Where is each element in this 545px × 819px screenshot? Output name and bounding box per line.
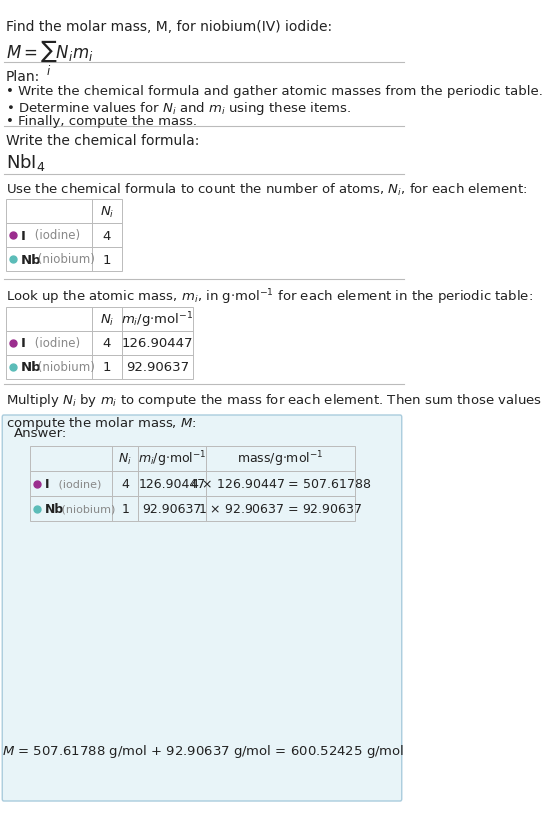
- Text: $M = \sum_{i} N_i m_i$: $M = \sum_{i} N_i m_i$: [6, 38, 93, 78]
- Bar: [30, 446, 112, 472]
- Bar: [6, 224, 92, 247]
- Bar: [138, 446, 205, 472]
- Text: Nb: Nb: [21, 361, 41, 374]
- Text: Plan:: Plan:: [6, 70, 40, 84]
- Text: (niobium): (niobium): [58, 504, 116, 514]
- FancyBboxPatch shape: [2, 415, 402, 801]
- Bar: [205, 446, 355, 472]
- Text: Nb: Nb: [21, 253, 41, 266]
- Text: I: I: [45, 477, 50, 491]
- Text: 126.90447: 126.90447: [122, 337, 193, 350]
- Text: (iodine): (iodine): [31, 229, 80, 242]
- Text: (niobium): (niobium): [34, 361, 95, 374]
- Bar: [92, 247, 122, 272]
- Text: $N_i$: $N_i$: [100, 204, 114, 219]
- Text: 4 $\times$ 126.90447 = 507.61788: 4 $\times$ 126.90447 = 507.61788: [190, 477, 371, 491]
- Text: $m_i$/g$\cdot$mol$^{-1}$: $m_i$/g$\cdot$mol$^{-1}$: [121, 310, 193, 329]
- Bar: [205, 496, 355, 522]
- Bar: [112, 446, 138, 472]
- Text: 4: 4: [122, 477, 129, 491]
- Text: 1: 1: [122, 502, 129, 515]
- Text: I: I: [21, 337, 26, 350]
- Bar: [92, 308, 122, 332]
- Text: Use the chemical formula to count the number of atoms, $N_i$, for each element:: Use the chemical formula to count the nu…: [6, 182, 527, 198]
- Bar: [112, 496, 138, 522]
- Bar: [6, 355, 92, 379]
- Text: $N_i$: $N_i$: [118, 451, 132, 467]
- Bar: [30, 496, 112, 522]
- Text: $M$ = 507.61788 g/mol + 92.90637 g/mol = 600.52425 g/mol: $M$ = 507.61788 g/mol + 92.90637 g/mol =…: [2, 743, 405, 759]
- Bar: [92, 332, 122, 355]
- Text: 1 $\times$ 92.90637 = 92.90637: 1 $\times$ 92.90637 = 92.90637: [198, 502, 363, 515]
- Bar: [138, 496, 205, 522]
- Bar: [122, 308, 193, 332]
- Bar: [112, 472, 138, 496]
- Text: 92.90637: 92.90637: [142, 502, 202, 515]
- Text: Write the chemical formula:: Write the chemical formula:: [6, 133, 199, 147]
- Text: I: I: [21, 229, 26, 242]
- Text: mass/g$\cdot$mol$^{-1}$: mass/g$\cdot$mol$^{-1}$: [237, 449, 324, 468]
- Bar: [138, 472, 205, 496]
- Text: Answer:: Answer:: [14, 427, 66, 440]
- Text: Find the molar mass, M, for niobium(IV) iodide:: Find the molar mass, M, for niobium(IV) …: [6, 20, 332, 34]
- Text: 4: 4: [103, 337, 111, 350]
- Text: Look up the atomic mass, $m_i$, in g$\cdot$mol$^{-1}$ for each element in the pe: Look up the atomic mass, $m_i$, in g$\cd…: [6, 287, 533, 306]
- Bar: [122, 355, 193, 379]
- Text: $N_i$: $N_i$: [100, 312, 114, 327]
- Bar: [92, 355, 122, 379]
- Bar: [6, 332, 92, 355]
- Text: Nb: Nb: [45, 502, 64, 515]
- Bar: [30, 472, 112, 496]
- Bar: [92, 200, 122, 224]
- Text: • Write the chemical formula and gather atomic masses from the periodic table.: • Write the chemical formula and gather …: [6, 85, 543, 98]
- Text: 1: 1: [102, 253, 111, 266]
- Bar: [6, 247, 92, 272]
- Bar: [122, 332, 193, 355]
- Text: NbI$_4$: NbI$_4$: [6, 152, 46, 173]
- Bar: [6, 200, 92, 224]
- Text: 92.90637: 92.90637: [126, 361, 189, 374]
- Text: $m_i$/g$\cdot$mol$^{-1}$: $m_i$/g$\cdot$mol$^{-1}$: [138, 449, 207, 468]
- Text: (iodine): (iodine): [31, 337, 80, 350]
- Text: • Finally, compute the mass.: • Finally, compute the mass.: [6, 115, 197, 128]
- Text: (iodine): (iodine): [54, 479, 101, 489]
- Text: (niobium): (niobium): [34, 253, 95, 266]
- Text: 4: 4: [103, 229, 111, 242]
- Text: • Determine values for $N_i$ and $m_i$ using these items.: • Determine values for $N_i$ and $m_i$ u…: [6, 100, 351, 117]
- Bar: [92, 224, 122, 247]
- Text: Multiply $N_i$ by $m_i$ to compute the mass for each element. Then sum those val: Multiply $N_i$ by $m_i$ to compute the m…: [6, 391, 545, 432]
- Bar: [205, 472, 355, 496]
- Bar: [6, 308, 92, 332]
- Text: 1: 1: [102, 361, 111, 374]
- Text: 126.90447: 126.90447: [138, 477, 205, 491]
